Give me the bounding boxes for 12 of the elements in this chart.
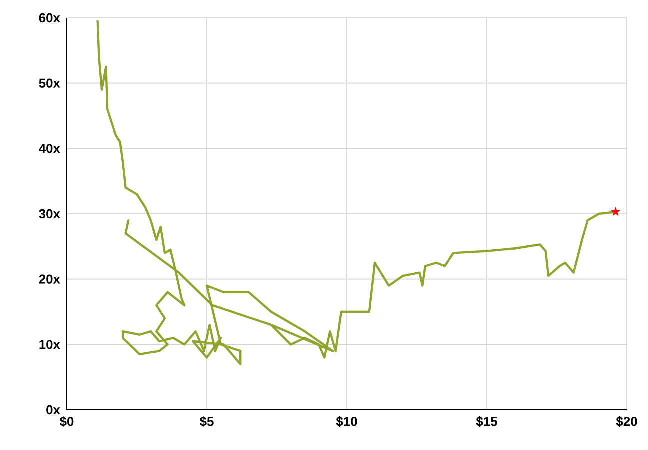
y-tick-label: 60x (39, 13, 60, 23)
x-tick-label: $5 (200, 416, 214, 428)
x-tick-label: $15 (476, 416, 498, 428)
x-tick-label: $20 (616, 416, 638, 428)
x-tick-label: $0 (60, 416, 74, 428)
y-tick-label: 30x (39, 209, 60, 219)
x-tick-label: $10 (336, 416, 358, 428)
y-tick-label: 10x (40, 340, 60, 350)
y-tick-label: 40x (39, 144, 60, 154)
y-tick-label: 0x (46, 405, 60, 415)
y-tick-label: 20x (39, 274, 60, 284)
y-tick-label: 50x (39, 78, 60, 88)
